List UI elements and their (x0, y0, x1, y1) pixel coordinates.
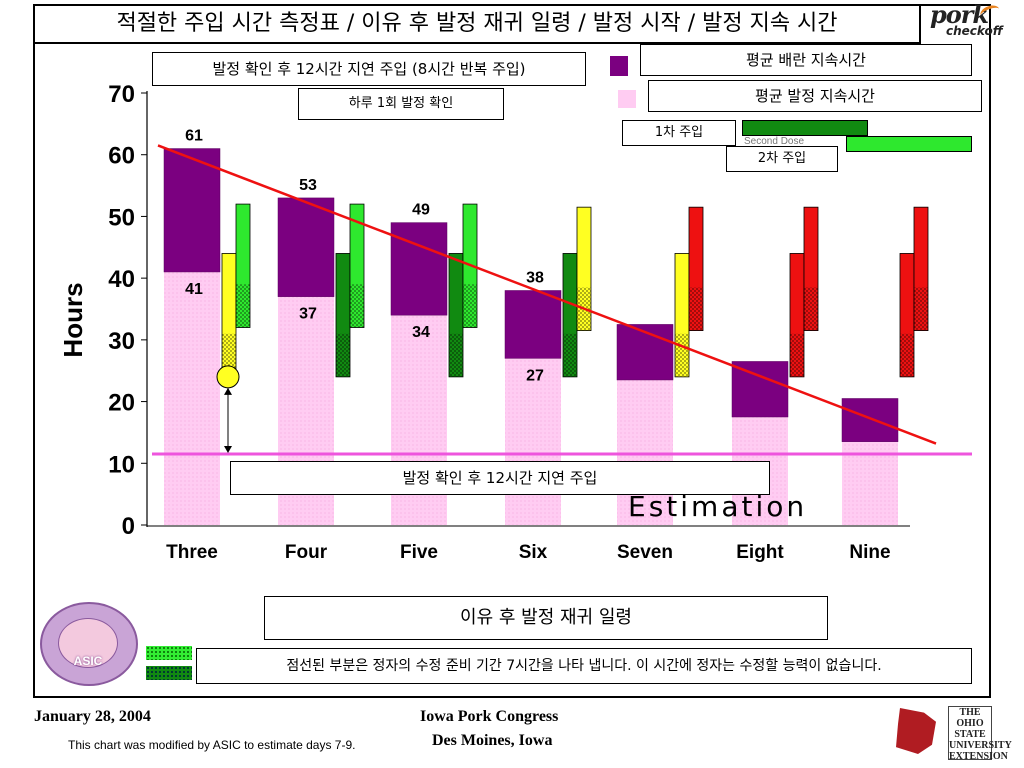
label-ovulation-start: 37 (299, 306, 317, 323)
asic-logo-text: ASIC (73, 654, 103, 668)
x-tick-label: Five (400, 542, 438, 563)
estimation-label: Estimation (628, 490, 808, 523)
footer-note: This chart was modified by ASIC to estim… (68, 738, 356, 752)
y-tick-label: 50 (108, 204, 135, 231)
bar-ovulation-seven (616, 324, 674, 381)
logo-main-text: pork (930, 0, 989, 29)
delay-arrow-head-up-icon (224, 387, 232, 395)
dose-second-dotted-nine (914, 287, 928, 331)
y-tick-label: 60 (108, 143, 135, 170)
legend-ovulation-swatch (610, 56, 628, 76)
annotation-note: 점선된 부분은 정자의 수정 준비 기간 7시간을 나타 냅니다. 이 시간에 … (196, 648, 972, 684)
annotation-top: 발정 확인 후 12시간 지연 주입 (8시간 반복 주입) (152, 52, 586, 86)
x-tick-label: Six (519, 542, 548, 563)
x-tick-label: Four (285, 542, 328, 563)
dose-first-dotted-nine (900, 333, 914, 377)
bar-ovulation-eight (731, 361, 789, 418)
bar-ovulation-four (277, 197, 335, 297)
legend-estrus-swatch (618, 90, 636, 108)
annotation-daily-check: 하루 1회 발정 확인 (298, 88, 504, 120)
y-tick-label: 10 (108, 451, 135, 478)
annotation-bottom: 이유 후 발정 재귀 일령 (264, 596, 828, 640)
bar-estrus-nine (842, 441, 898, 525)
bar-ovulation-six (504, 290, 562, 359)
dose-start-marker-icon (216, 365, 240, 389)
dose-first-dotted-seven (675, 333, 689, 377)
delay-arrow-head-down-icon (224, 446, 232, 454)
dose-first-dotted-five (449, 333, 463, 377)
annotation-mid: 발정 확인 후 12시간 지연 주입 (230, 461, 770, 495)
y-axis-title: Hours (58, 282, 88, 357)
dose-second-dotted-eight (804, 287, 818, 331)
label-ovulation-start: 34 (412, 324, 430, 341)
y-tick-label: 40 (108, 266, 135, 293)
legend-first-dose-label: 1차 주입 (622, 120, 736, 146)
legend-first-dose-bar (742, 120, 868, 136)
x-tick-label: Eight (736, 542, 784, 563)
bar-estrus-six (505, 358, 561, 525)
dose-second-dotted-three (236, 284, 250, 328)
ohio-state-shape-icon (896, 708, 936, 754)
label-ovulation-start: 41 (185, 281, 203, 298)
footer-date: January 28, 2004 (34, 708, 151, 725)
dose-first-dotted-six (563, 333, 577, 377)
footer-event: Iowa Pork Congress (420, 708, 559, 725)
dose-first-dotted-four (336, 333, 350, 377)
dose-second-dotted-four (350, 284, 364, 328)
legend-estrus-label: 평균 발정 지속시간 (648, 80, 982, 112)
label-estrus-top: 53 (299, 177, 317, 194)
note-swatch-dark-icon (146, 666, 192, 680)
legend-second-dose-label: 2차 주입 (726, 146, 838, 172)
y-tick-label: 20 (108, 390, 135, 417)
bar-estrus-seven (617, 379, 673, 525)
y-tick-label: 30 (108, 328, 135, 355)
note-swatch-light-icon (146, 646, 192, 660)
y-tick-label: 70 (108, 81, 135, 108)
bar-estrus-three (164, 271, 220, 525)
label-estrus-top: 38 (526, 269, 544, 286)
legend-second-dose-bar (846, 136, 972, 152)
legend-hidden-label: Second Dose (744, 136, 805, 147)
footer-place: Des Moines, Iowa (432, 732, 553, 749)
label-estrus-top: 61 (185, 128, 203, 145)
y-tick-label: 0 (122, 513, 135, 540)
dose-second-dotted-five (463, 284, 477, 328)
bar-ovulation-five (390, 222, 448, 316)
osu-logo-text: THE OHIO STATE UNIVERSITY EXTENSION (948, 706, 1012, 762)
x-tick-label: Three (166, 542, 218, 563)
trend-line (157, 144, 937, 445)
dose-second-dotted-seven (689, 287, 703, 331)
x-tick-label: Seven (617, 542, 673, 563)
bar-ovulation-three (163, 148, 221, 273)
page-title: 적절한 주입 시간 측정표 / 이유 후 발정 재귀 일령 / 발정 시작 / … (33, 4, 921, 44)
asic-logo: ASIC (40, 602, 138, 686)
osu-extension-logo: THE OHIO STATE UNIVERSITY EXTENSION (896, 704, 1012, 762)
x-tick-label: Nine (849, 542, 890, 563)
label-ovulation-start: 27 (526, 367, 544, 384)
asic-logo-pig-icon (58, 618, 118, 668)
pork-checkoff-logo: pork checkoff (928, 0, 1004, 42)
label-estrus-top: 49 (412, 202, 430, 219)
legend-ovulation-label: 평균 배란 지속시간 (640, 44, 972, 76)
bar-ovulation-nine (841, 398, 899, 442)
logo-sub-text: checkoff (946, 24, 1003, 38)
dose-first-dotted-eight (790, 333, 804, 377)
